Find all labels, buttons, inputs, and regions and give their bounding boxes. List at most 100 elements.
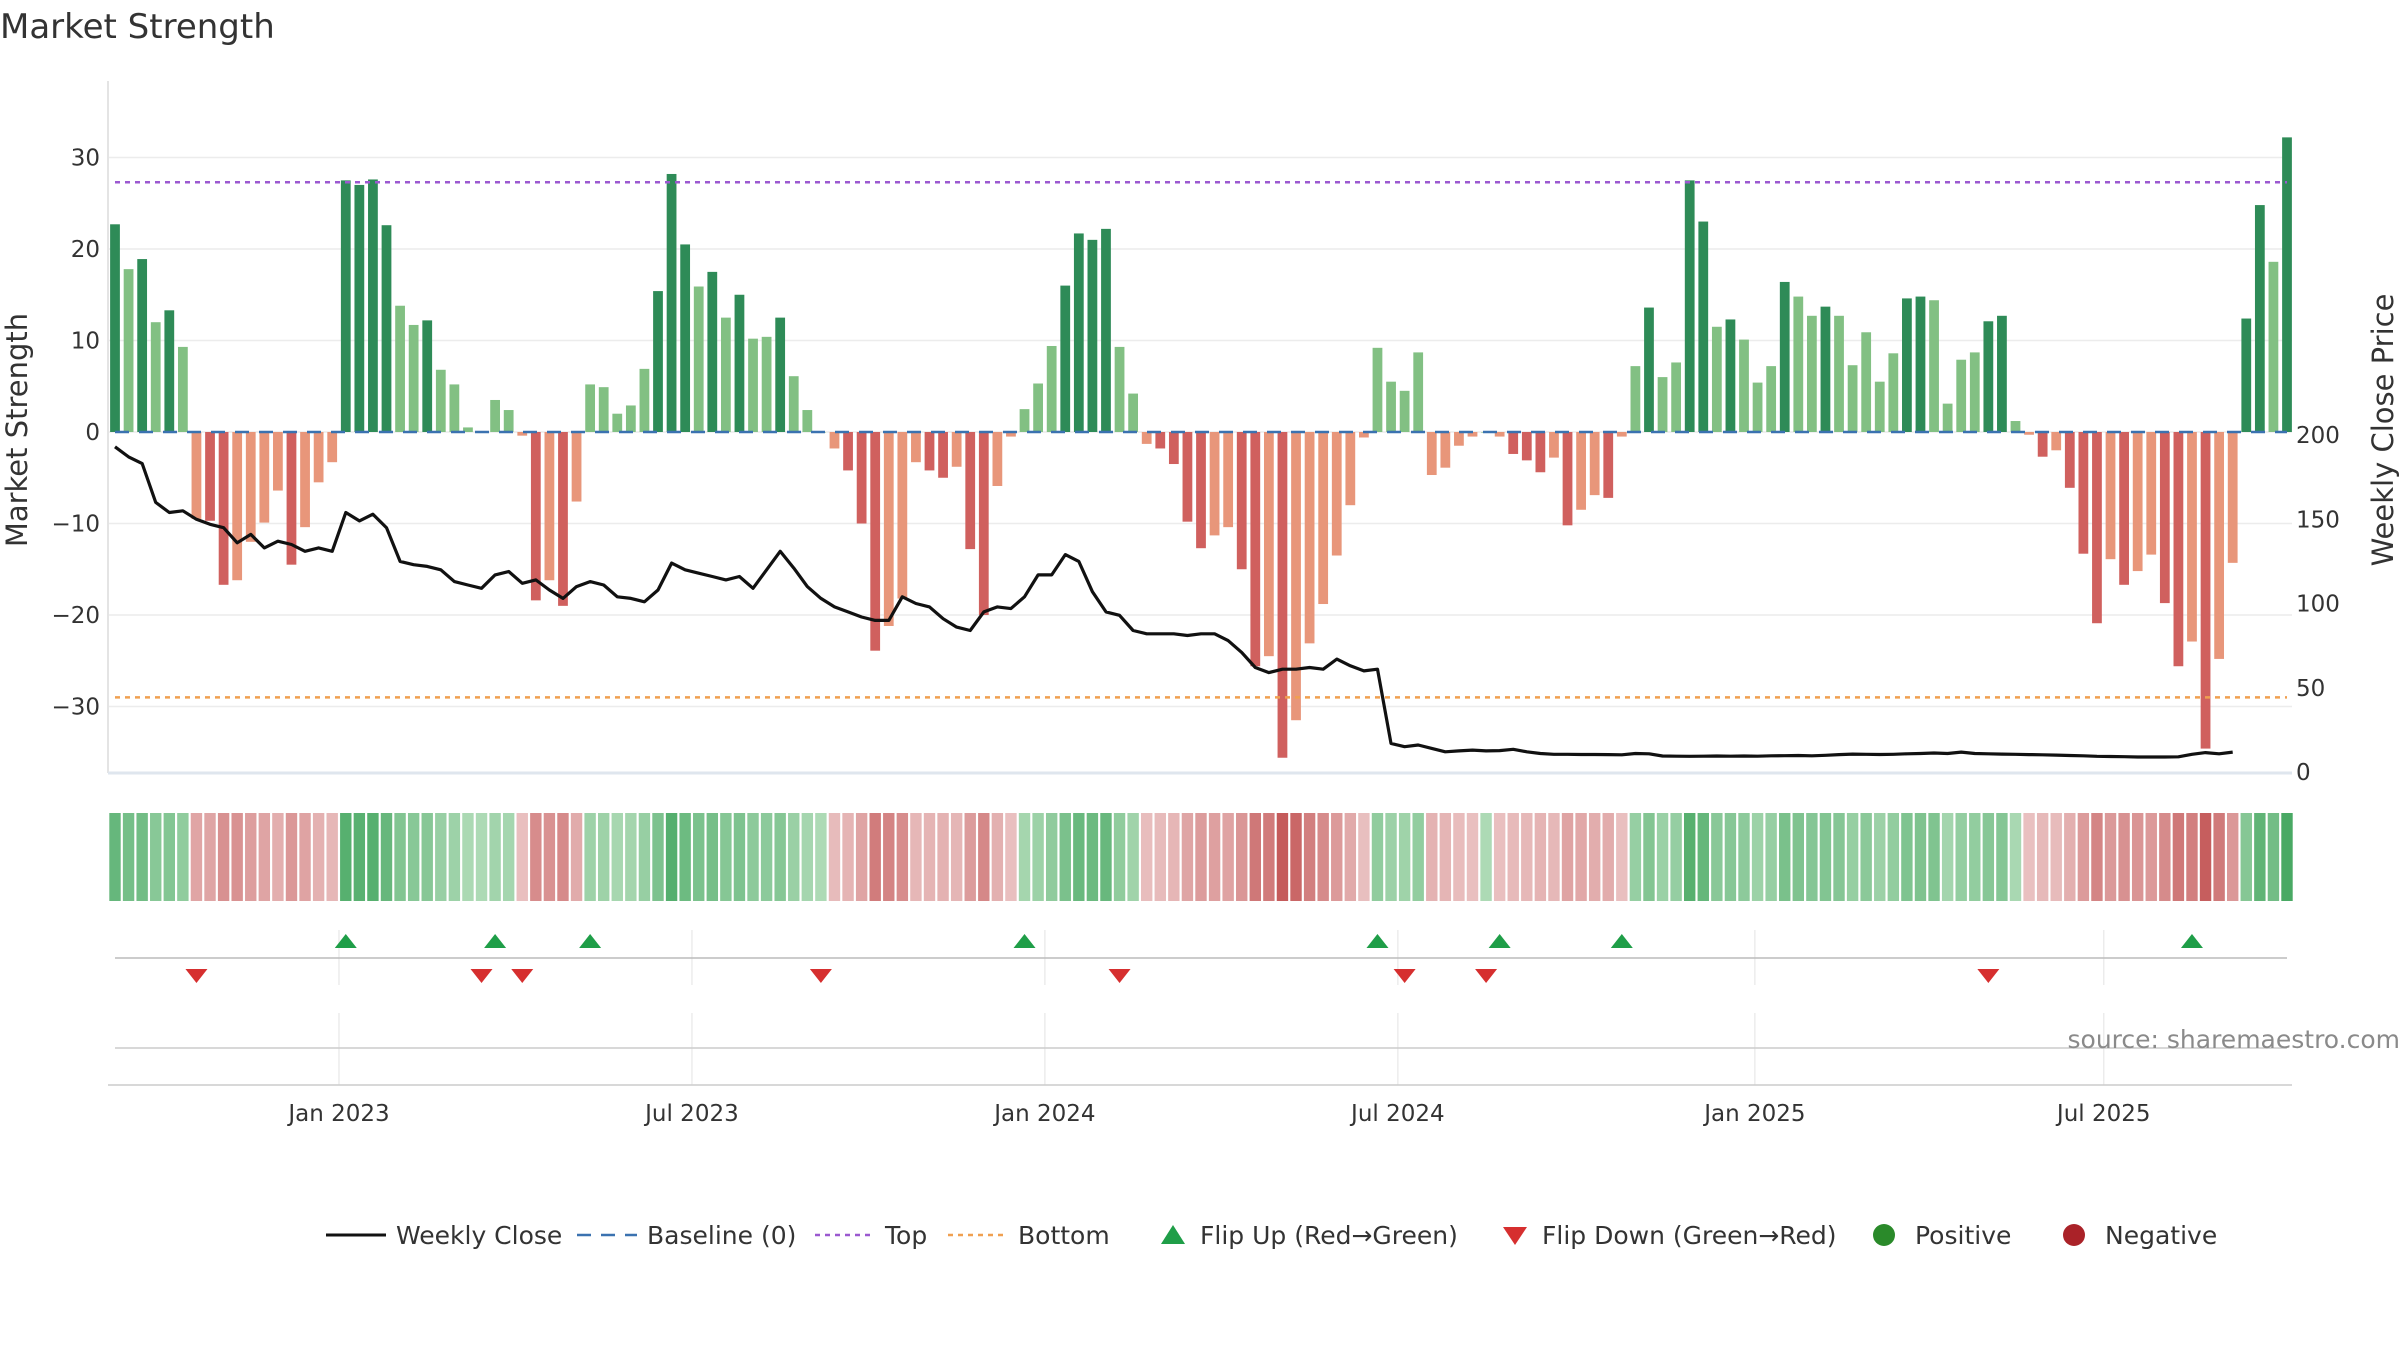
strength-bar <box>1997 315 2007 432</box>
source-note: source: sharemaestro.com <box>2068 1025 2400 1054</box>
strength-bar <box>1236 432 1247 570</box>
strip-cell <box>1996 813 2008 901</box>
strip-cell <box>1426 813 1438 901</box>
strength-bar <box>775 317 786 432</box>
strip-cell <box>896 813 909 901</box>
strength-bar <box>951 432 962 467</box>
y-tick-label: 10 <box>71 329 100 355</box>
strength-bar <box>829 432 840 449</box>
strip-cell <box>109 813 121 901</box>
strip-cell <box>2240 813 2252 901</box>
strength-bar <box>490 399 500 432</box>
strength-bar <box>965 432 976 550</box>
strength-bar <box>150 322 161 432</box>
strip-cell <box>2254 813 2266 901</box>
strength-bar <box>1739 339 1749 432</box>
strip-cell <box>1100 813 1112 901</box>
strength-bar <box>2282 137 2292 432</box>
strip-cell <box>1955 813 1967 901</box>
strip-cell <box>1670 813 1682 901</box>
strength-bar <box>1372 347 1383 432</box>
flip-down-marker <box>809 969 832 983</box>
strength-bar <box>1033 383 1043 432</box>
strip-cell <box>1466 813 1479 901</box>
strength-bar <box>1847 365 1858 432</box>
strength-bar <box>1752 382 1763 432</box>
legend-label: Weekly Close <box>396 1221 562 1250</box>
strength-bar <box>666 173 677 432</box>
strip-cell <box>828 813 841 901</box>
strength-bar <box>1834 315 1844 432</box>
strength-bar <box>381 225 392 432</box>
strip-cell <box>625 813 637 901</box>
strip-cell <box>1113 813 1126 901</box>
strip-cell <box>2009 813 2022 901</box>
strip-cell <box>1629 813 1642 901</box>
strength-bar <box>395 305 405 432</box>
strength-bar <box>2187 432 2197 642</box>
strip-cell <box>1290 813 1302 901</box>
strength-bar <box>639 368 650 432</box>
strength-bar <box>571 432 582 502</box>
strip-cell <box>1561 813 1574 901</box>
y-tick-label: −30 <box>51 695 100 721</box>
legend-label: Flip Down (Green→Red) <box>1542 1221 1837 1250</box>
strip-cell <box>231 813 243 901</box>
strip-cell <box>760 813 773 901</box>
strip-cell <box>1059 813 1071 901</box>
strip-cell <box>1697 813 1709 901</box>
strength-bar <box>2024 432 2034 435</box>
strip-cell <box>367 813 379 901</box>
strength-bar <box>517 432 528 436</box>
strength-bar <box>2214 432 2225 659</box>
flip-up-marker <box>334 934 357 948</box>
strength-bar <box>164 310 175 432</box>
y-tick-label: −20 <box>51 603 100 629</box>
strip-cell <box>1385 813 1397 901</box>
legend-swatch-flip-up <box>1161 1225 1185 1244</box>
strength-bar <box>191 432 202 519</box>
strip-cell <box>1969 813 1981 901</box>
strength-bar <box>273 432 283 491</box>
strength-bar <box>788 376 799 432</box>
strip-cell <box>2145 813 2157 901</box>
strength-bar <box>1793 296 1804 432</box>
strength-bar <box>1861 332 1872 432</box>
strip-cell <box>1331 813 1343 901</box>
x-tick-label: Jan 2023 <box>286 1101 389 1127</box>
strength-bar <box>2146 432 2157 555</box>
strip-cell <box>1127 813 1139 901</box>
strip-cell <box>1371 813 1384 901</box>
strength-bar <box>1277 432 1288 758</box>
legend-label: Flip Up (Red→Green) <box>1200 1221 1458 1250</box>
strength-bar <box>218 432 229 585</box>
strength-bar <box>205 432 215 521</box>
strength-bar <box>1874 381 1885 432</box>
strip-cell <box>421 813 433 901</box>
flip-down-marker <box>1108 969 1131 983</box>
y2-axis-label: Weekly Close Price <box>2366 294 2400 567</box>
strip-cell <box>1914 813 1927 901</box>
strength-bar <box>680 244 691 432</box>
strip-cell <box>652 813 664 901</box>
y2-tick-label: 0 <box>2296 760 2311 786</box>
strip-cell <box>2077 813 2090 901</box>
strip-cell <box>1779 813 1791 901</box>
y2-tick-label: 100 <box>2296 592 2340 618</box>
strip-cell <box>1792 813 1805 901</box>
strength-bar <box>653 291 663 432</box>
strength-bar <box>2200 432 2211 749</box>
strip-cell <box>611 813 623 901</box>
strength-bar <box>1128 393 1139 432</box>
strength-bar <box>1087 239 1098 432</box>
flip-up-marker <box>1610 934 1633 948</box>
strip-cell <box>1819 813 1832 901</box>
strength-bar <box>2173 432 2184 667</box>
strip-cell <box>2104 813 2117 901</box>
strip-cell <box>2281 813 2293 901</box>
strength-bar <box>1983 321 1994 432</box>
strip-cell <box>1263 813 1275 901</box>
strength-bar <box>1508 432 1519 454</box>
strength-bar <box>340 180 351 432</box>
